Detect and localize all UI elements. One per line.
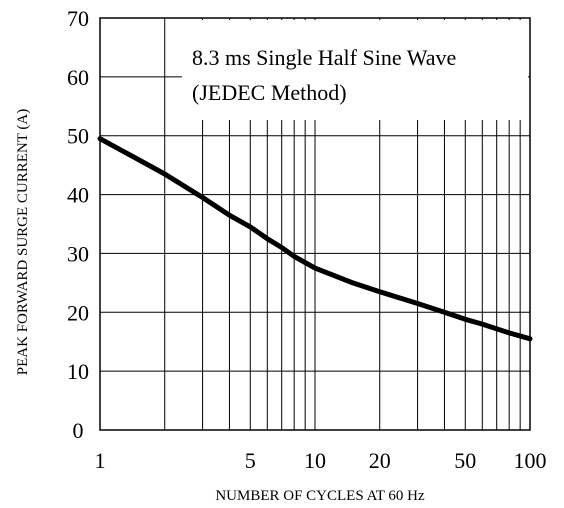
y-axis-ticks: 0 10 20 30 40 50 60 70 [67,6,89,443]
annotation: 8.3 ms Single Half Sine Wave (JEDEC Meth… [192,45,456,105]
y-tick-label: 60 [67,65,89,90]
plot-frame [99,17,531,431]
y-tick-label: 10 [67,359,89,384]
y-tick-label: 70 [67,6,89,31]
y-tick-label: 50 [67,124,89,149]
annotation-line-1: 8.3 ms Single Half Sine Wave [192,45,456,70]
x-axis-title: NUMBER OF CYCLES AT 60 Hz [215,488,425,504]
y-tick-label: 30 [67,241,89,266]
annotation-line-2: (JEDEC Method) [192,80,347,105]
annotation-box [182,20,528,120]
y-tick-label: 40 [67,183,89,208]
y-tick-label: 0 [73,418,84,443]
x-tick-label: 50 [454,448,476,473]
x-tick-label: 1 [95,448,106,473]
x-tick-label: 20 [369,448,391,473]
x-tick-label: 10 [304,448,326,473]
y-tick-label: 20 [67,300,89,325]
x-axis-ticks: 1 5 10 20 50 100 [95,448,547,473]
y-axis-title: PEAK FORWARD SURGE CURRENT (A) [15,109,31,375]
x-tick-label: 5 [245,448,256,473]
x-tick-label: 100 [514,448,547,473]
surge-current-curve [97,136,533,342]
